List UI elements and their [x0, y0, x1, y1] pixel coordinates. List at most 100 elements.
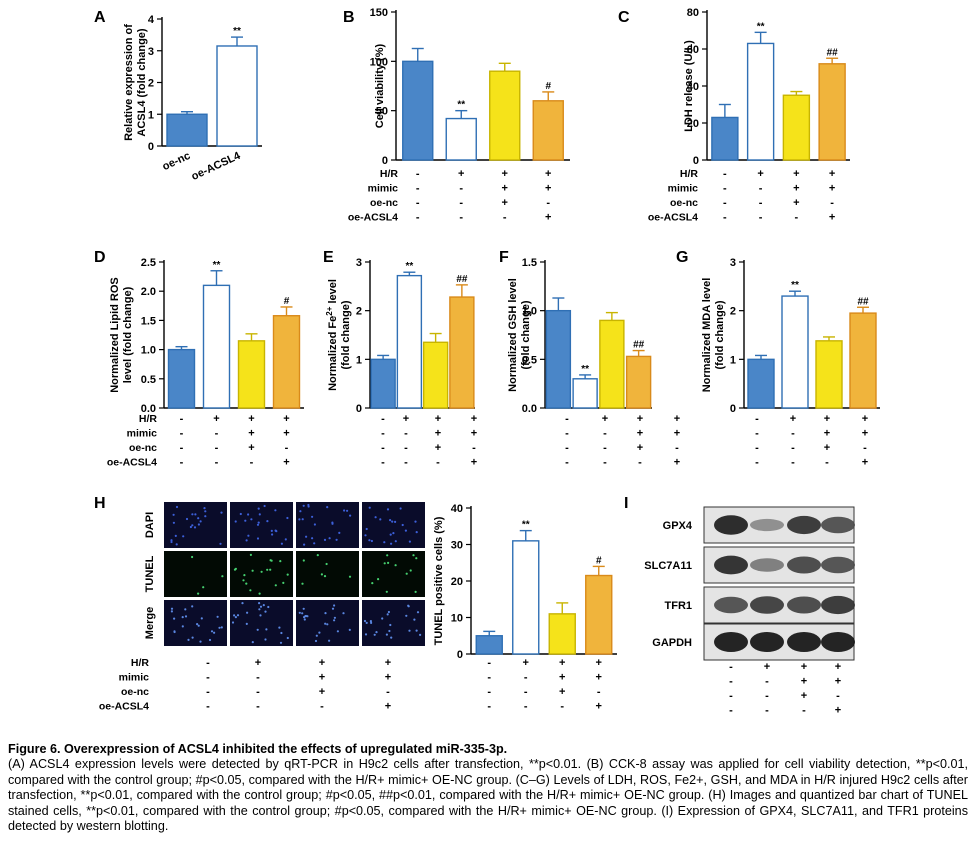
cell-nucleus: [175, 505, 179, 509]
x-tick-label: oe-nc: [161, 150, 193, 173]
conditions-table: H/R - + + + mimic - - + + oe-nc - - + - oe-ACSL4 - - - +: [348, 168, 552, 224]
condition-label: oe-nc: [129, 442, 157, 454]
cell-nucleus: [259, 605, 263, 608]
bar: [746, 42, 775, 161]
protein-band: [750, 596, 784, 614]
cell-nucleus: [338, 531, 341, 535]
condition-sign: -: [436, 457, 440, 469]
cell-nucleus: [389, 533, 392, 536]
condition-label: oe-ACSL4: [348, 212, 398, 224]
bar: [489, 70, 521, 161]
cell-nucleus: [280, 631, 283, 635]
y-tick-label: 1.0: [141, 345, 156, 357]
condition-sign: +: [248, 428, 254, 440]
condition-sign: +: [403, 413, 409, 425]
cell-nucleus: [342, 612, 345, 615]
cell-nucleus: [203, 507, 206, 510]
cell-nucleus: [170, 540, 173, 544]
cell-nucleus: [387, 561, 390, 565]
cell-nucleus: [236, 614, 240, 617]
protein-band: [714, 632, 748, 652]
y-tick-label: 60: [687, 44, 699, 56]
protein-band: [750, 518, 784, 532]
cell-nucleus: [315, 634, 318, 637]
condition-sign: +: [283, 428, 289, 440]
y-tick-label: 1: [356, 354, 362, 366]
condition-sign: -: [256, 701, 260, 713]
cell-nucleus: [383, 541, 386, 544]
cell-nucleus: [282, 581, 285, 585]
bar: [396, 274, 423, 409]
microscopy-image: [296, 600, 359, 646]
cell-nucleus: [415, 531, 418, 534]
cell-nucleus: [170, 539, 173, 542]
condition-sign: +: [283, 457, 289, 469]
cell-nucleus: [368, 539, 371, 542]
cell-nucleus: [199, 640, 202, 643]
tunel-microscopy: DAPI TUNEL Merge: [144, 502, 425, 646]
conditions-table: - + + + - - + + - - + - - - - +: [381, 413, 477, 469]
cell-nucleus: [173, 617, 176, 620]
significance-mark: ##: [456, 274, 468, 285]
y-tick-label: 0.5: [522, 354, 537, 366]
condition-sign: +: [862, 428, 868, 440]
bar: [237, 340, 266, 409]
cell-nucleus: [286, 636, 289, 640]
cell-nucleus: [394, 564, 397, 567]
condition-sign: -: [560, 701, 564, 713]
condition-sign: +: [790, 413, 796, 425]
y-tick-label: 1: [730, 354, 736, 366]
y-tick-label: 20: [687, 118, 699, 130]
bar: [370, 358, 396, 409]
condition-sign: +: [319, 672, 325, 684]
condition-sign: -: [638, 457, 642, 469]
cell-nucleus: [234, 520, 237, 523]
cell-nucleus: [233, 568, 237, 571]
condition-sign: -: [487, 686, 491, 698]
condition-sign: +: [824, 428, 830, 440]
cell-nucleus: [197, 517, 200, 520]
caption-title: Figure 6. Overexpression of ACSL4 inhibi…: [8, 742, 508, 756]
y-axis-label: Normalized MDA level: [701, 278, 713, 393]
condition-sign: +: [545, 212, 551, 224]
condition-sign: +: [596, 672, 602, 684]
condition-label: oe-ACSL4: [99, 701, 149, 713]
cell-nucleus: [187, 638, 190, 642]
protein-band: [714, 515, 748, 535]
bar: [166, 113, 208, 147]
protein-band: [787, 515, 821, 535]
cell-nucleus: [336, 630, 339, 633]
protein-band: [750, 558, 784, 572]
cell-nucleus: [324, 622, 327, 625]
significance-mark: **: [405, 261, 413, 272]
condition-sign: -: [215, 442, 219, 454]
cell-nucleus: [220, 626, 223, 629]
cell-nucleus: [266, 520, 269, 523]
cell-nucleus: [311, 515, 314, 518]
cell-nucleus: [204, 515, 207, 518]
condition-sign: -: [565, 413, 569, 425]
protein-band: [787, 556, 821, 574]
bar: [445, 117, 477, 161]
condition-sign: -: [759, 183, 763, 195]
chart-C: 0 20 40 60 80 LDH release (U/L) ** ##: [683, 7, 850, 167]
cell-nucleus: [260, 570, 263, 573]
cell-nucleus: [349, 514, 352, 517]
cell-nucleus: [307, 503, 310, 507]
y-axis-label: Relative expression of: [123, 24, 135, 141]
cell-nucleus: [303, 618, 306, 621]
condition-sign: +: [801, 661, 807, 673]
cell-nucleus: [249, 553, 252, 557]
cell-nucleus: [181, 625, 184, 628]
cell-nucleus: [391, 520, 394, 523]
condition-sign: +: [502, 183, 508, 195]
condition-sign: -: [729, 705, 733, 717]
condition-sign: +: [545, 183, 551, 195]
condition-sign: +: [637, 413, 643, 425]
cell-nucleus: [331, 607, 335, 610]
condition-sign: -: [765, 676, 769, 688]
condition-sign: -: [565, 428, 569, 440]
cell-nucleus: [219, 542, 222, 545]
condition-sign: -: [675, 442, 679, 454]
